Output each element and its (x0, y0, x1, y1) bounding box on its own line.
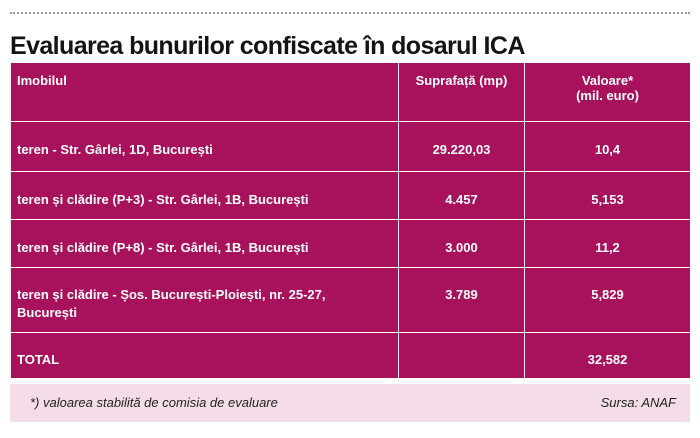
footnote: *) valoarea stabilită de comisia de eval… (30, 395, 278, 410)
header-valoare-line2: (mil. euro) (576, 88, 639, 103)
source-credit: Sursa: ANAF (600, 395, 676, 410)
table-row: teren și clădire - Șos. București-Ploieș… (10, 267, 691, 333)
cell-imobil-line1: teren și clădire - Șos. București-Ploieș… (17, 287, 326, 302)
table-header-row: Imobilul Suprafață (mp) Valoare* (mil. e… (10, 62, 691, 122)
total-suprafata (398, 332, 525, 382)
top-dotted-divider (10, 12, 690, 14)
cell-suprafata: 3.789 (398, 267, 525, 333)
page-title: Evaluarea bunurilor confiscate în dosaru… (10, 32, 525, 60)
cell-imobil: teren - Str. Gârlei, 1D, București (10, 121, 399, 172)
table-row: teren și clădire (P+3) - Str. Gârlei, 1B… (10, 171, 691, 220)
cell-suprafata: 29.220,03 (398, 121, 525, 172)
footer-bar: *) valoarea stabilită de comisia de eval… (10, 384, 690, 422)
total-label: TOTAL (10, 332, 399, 382)
cell-imobil: teren și clădire - Șos. București-Ploieș… (10, 267, 399, 333)
total-valoare: 32,582 (524, 332, 691, 382)
header-suprafata: Suprafață (mp) (398, 62, 525, 122)
cell-imobil: teren și clădire (P+3) - Str. Gârlei, 1B… (10, 171, 399, 220)
table-row: teren și clădire (P+8) - Str. Gârlei, 1B… (10, 219, 691, 268)
header-valoare: Valoare* (mil. euro) (524, 62, 691, 122)
cell-suprafata: 4.457 (398, 171, 525, 220)
table-total-row: TOTAL 32,582 (10, 332, 691, 382)
cell-imobil-line2: București (17, 305, 77, 320)
cell-valoare: 5,829 (524, 267, 691, 333)
cell-suprafata: 3.000 (398, 219, 525, 268)
valuation-table: Imobilul Suprafață (mp) Valoare* (mil. e… (10, 62, 691, 382)
header-valoare-line1: Valoare* (581, 73, 634, 88)
cell-valoare: 5,153 (524, 171, 691, 220)
table-row: teren - Str. Gârlei, 1D, București 29.22… (10, 121, 691, 172)
header-imobilul: Imobilul (10, 62, 399, 122)
cell-valoare: 11,2 (524, 219, 691, 268)
cell-valoare: 10,4 (524, 121, 691, 172)
cell-imobil: teren și clădire (P+8) - Str. Gârlei, 1B… (10, 219, 399, 268)
valuation-table-container: Imobilul Suprafață (mp) Valoare* (mil. e… (10, 62, 691, 382)
